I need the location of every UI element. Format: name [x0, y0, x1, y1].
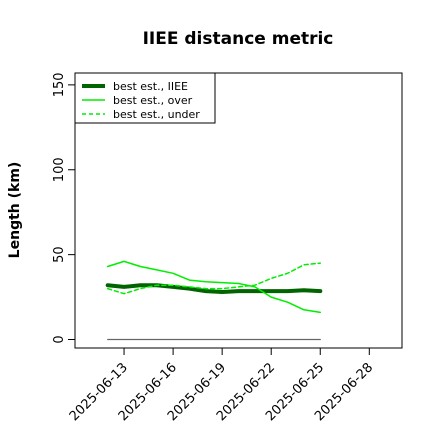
series-line-3	[106, 262, 322, 295]
y-tick-label: 150	[52, 72, 67, 97]
y-axis: 0 50 100 150	[52, 72, 75, 344]
legend-label: best est., under	[113, 108, 200, 121]
series-line-2	[106, 260, 322, 314]
legend-label: best est., IIEE	[113, 80, 188, 93]
legend-label: best est., over	[113, 94, 193, 107]
plot-lines	[105, 260, 323, 341]
chart-title: IIEE distance metric	[143, 29, 334, 49]
x-axis: 2025-06-132025-06-162025-06-192025-06-22…	[67, 348, 376, 424]
y-axis-label: Length (km)	[7, 162, 23, 259]
y-tick-label: 0	[52, 335, 67, 343]
legend-box	[74, 72, 216, 124]
y-tick-label: 50	[52, 246, 67, 263]
y-tick-label: 100	[52, 157, 67, 182]
series-line-1	[105, 283, 323, 294]
plot-frame	[74, 72, 403, 349]
